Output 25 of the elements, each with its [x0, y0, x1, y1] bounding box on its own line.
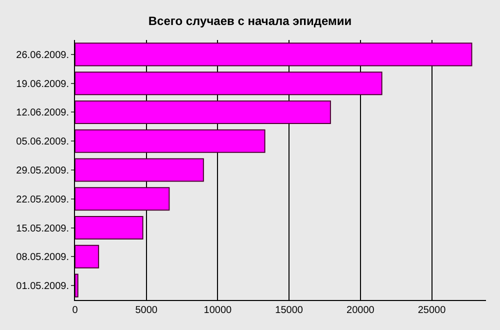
y-tick-label: 26.06.2009.: [16, 50, 69, 61]
bar: [75, 274, 78, 298]
x-tick-label: 25000: [418, 305, 446, 316]
y-tick-label: 19.06.2009.: [16, 78, 69, 90]
bar: [75, 100, 331, 124]
chart-title: Всего случаев с начала эпидемии: [148, 14, 352, 28]
x-tick-label: 5000: [135, 305, 158, 316]
bar: [75, 187, 170, 211]
x-tick-label: 20000: [346, 305, 375, 316]
y-tick-label: 29.05.2009.: [16, 166, 69, 176]
x-tick-label: 0: [72, 305, 78, 316]
y-tick-label: 12.06.2009.: [16, 108, 69, 119]
bar: [75, 129, 266, 153]
bar: [75, 42, 472, 66]
y-tick-label: 15.05.2009.: [16, 223, 69, 234]
y-tick-label: 05.06.2009.: [16, 136, 69, 148]
bar: [75, 72, 382, 96]
x-tick-label: 10000: [204, 305, 232, 316]
y-tick-label: 01.05.2009.: [16, 281, 69, 292]
bar: [75, 244, 100, 268]
y-tick-label: 08.05.2009.: [16, 252, 69, 264]
bar: [75, 216, 144, 240]
y-tick-label: 22.05.2009.: [16, 194, 69, 206]
x-tick-label: 15000: [275, 305, 304, 316]
bar: [75, 158, 204, 182]
